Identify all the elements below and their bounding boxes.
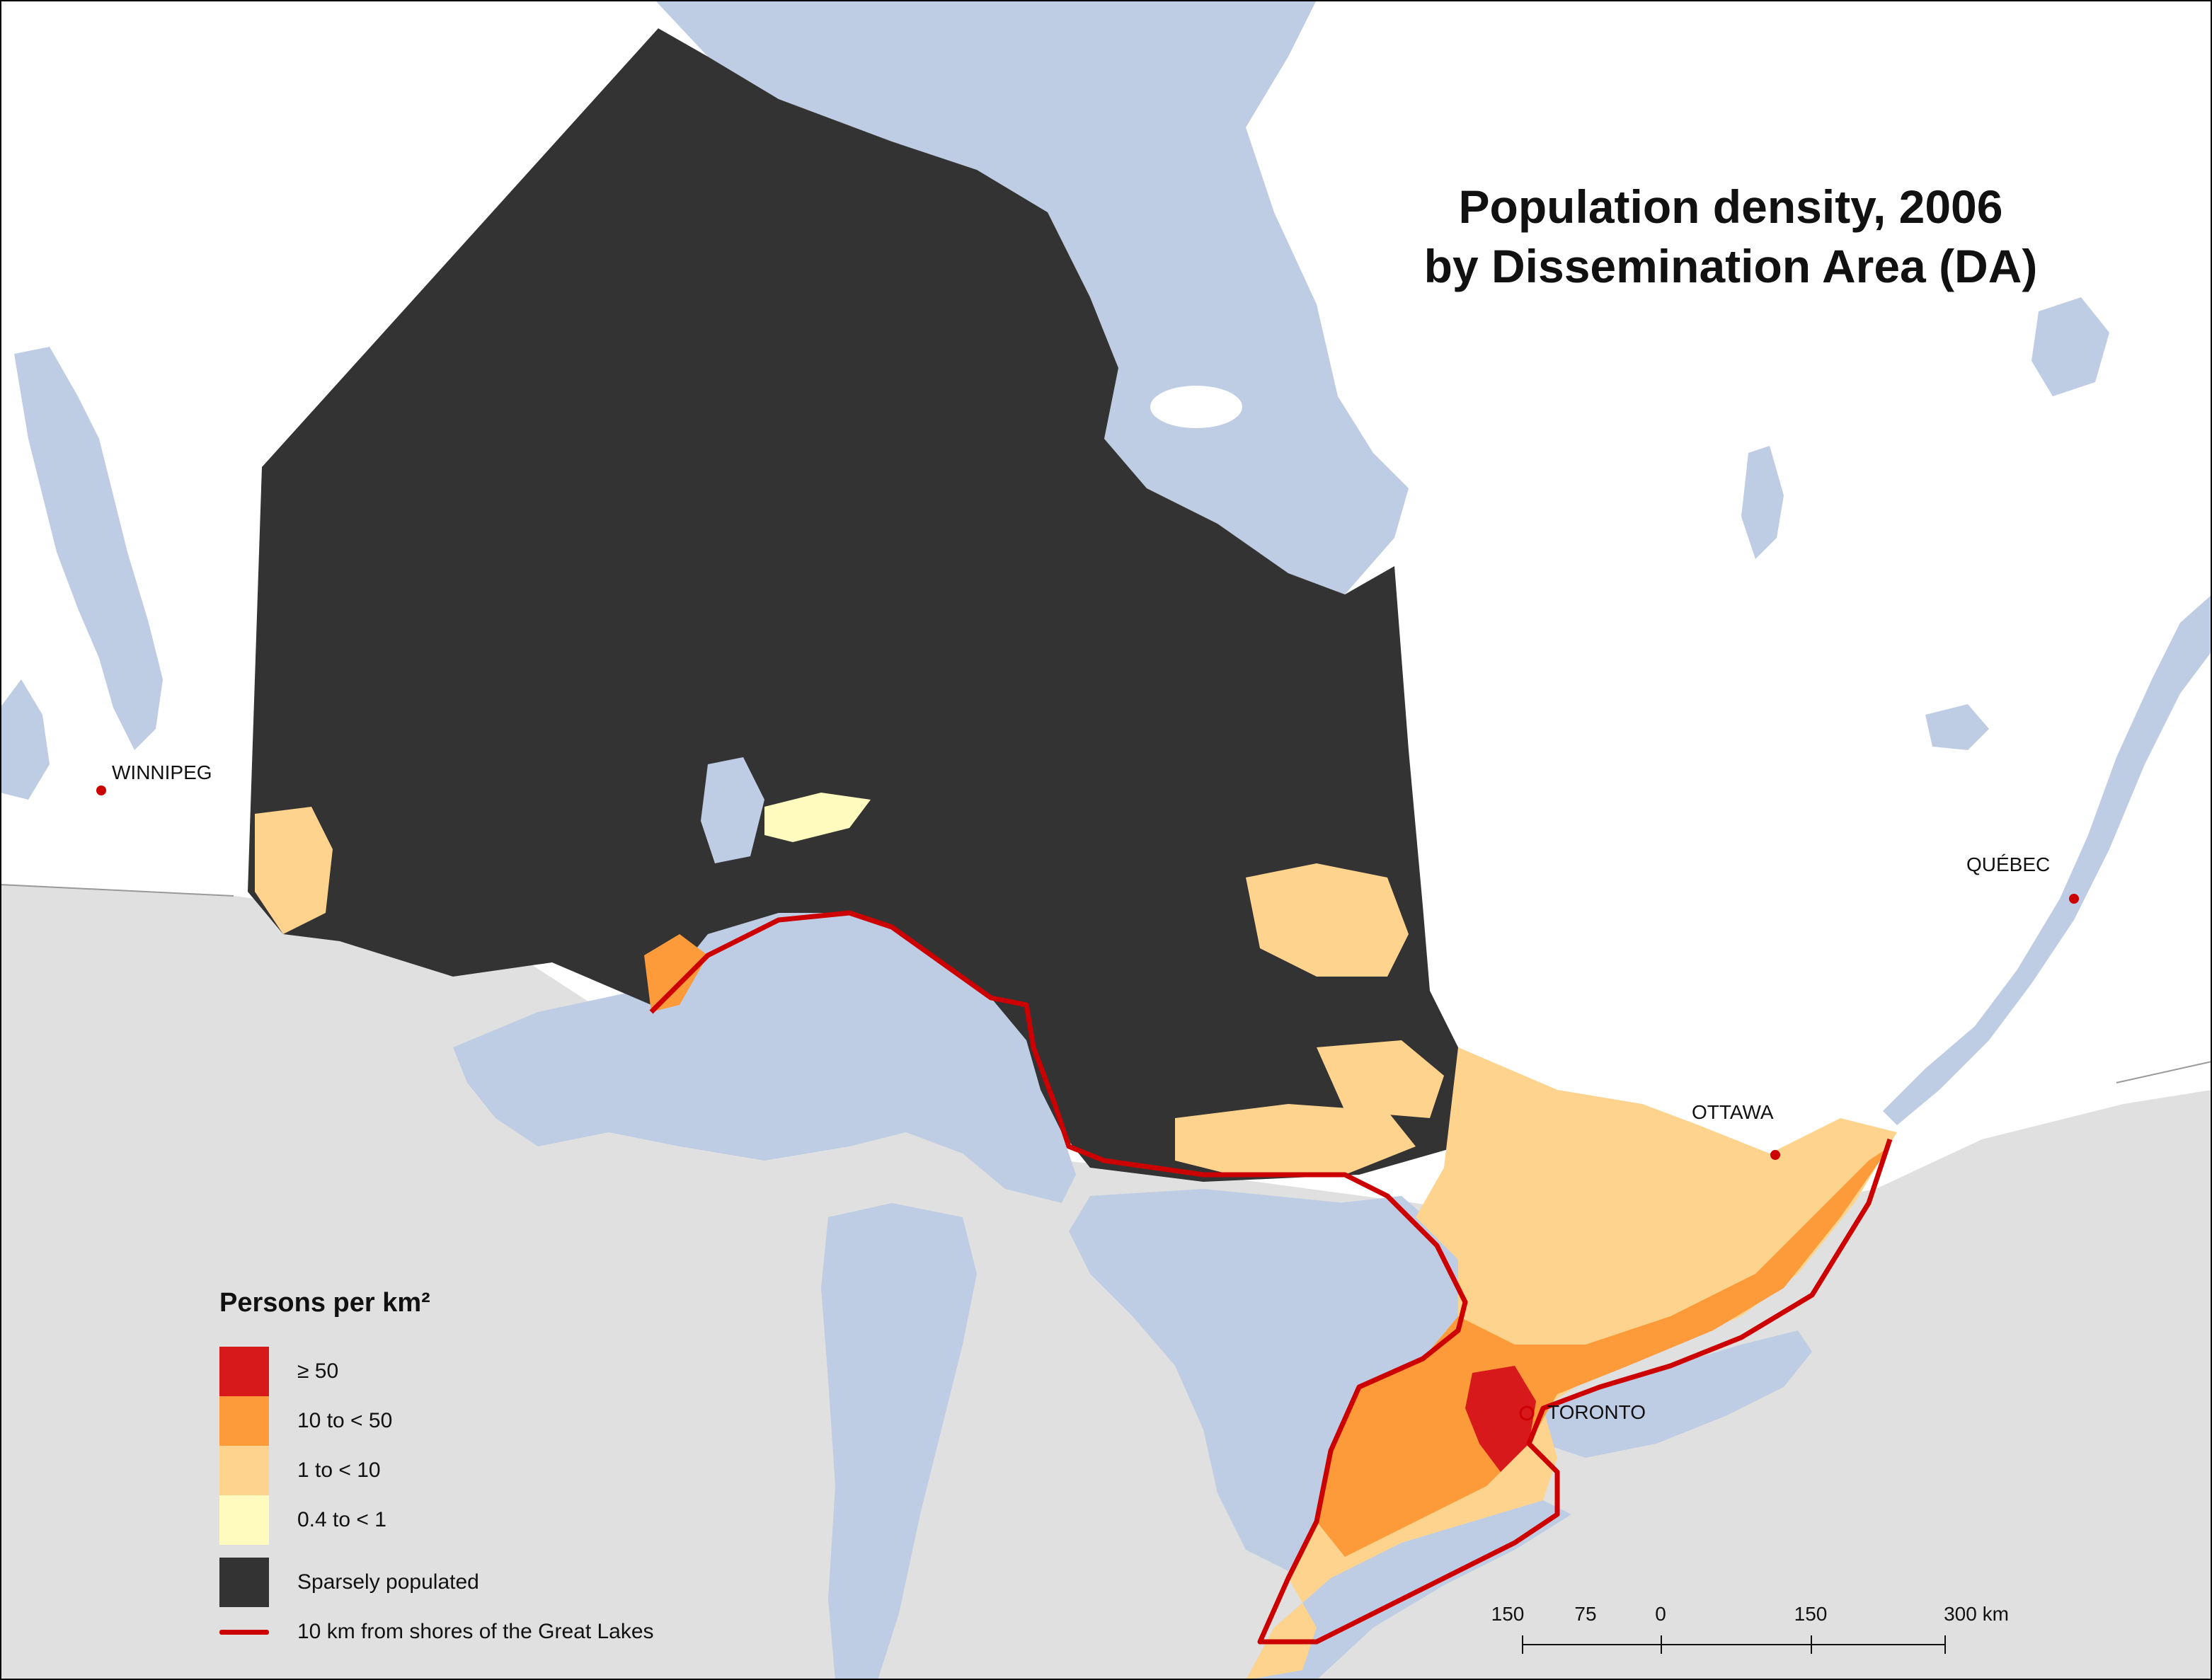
scale-tick xyxy=(1522,1635,1523,1654)
north-bay-area xyxy=(1317,1040,1444,1118)
legend-item-shore-line: 10 km from shores of the Great Lakes xyxy=(219,1607,757,1657)
legend-label: ≥ 50 xyxy=(297,1359,339,1383)
legend-item-sparse: Sparsely populated xyxy=(219,1558,757,1607)
legend-swatch xyxy=(219,1347,269,1396)
lake-michigan xyxy=(821,1203,977,1680)
lake-ontario xyxy=(1543,1330,1812,1458)
golden-horseshoe xyxy=(1465,1366,1536,1472)
lake-superior xyxy=(453,913,1076,1203)
scale-tick xyxy=(1944,1635,1946,1654)
sudbury-area xyxy=(1175,1104,1416,1175)
ontario-sparse-region xyxy=(248,28,1543,1182)
scale-label: 150 xyxy=(1491,1603,1525,1625)
lake-manitoba xyxy=(0,679,50,800)
provincial-border xyxy=(2116,1061,2212,1083)
legend-swatch xyxy=(219,1495,269,1545)
scale-bar-line xyxy=(1522,1644,1945,1645)
legend-item: 10 to < 50 xyxy=(219,1396,757,1446)
nipigon-lake xyxy=(701,757,764,863)
legend: Persons per km² ≥ 50 10 to < 50 1 to < 1… xyxy=(219,1288,757,1657)
scale-tick xyxy=(1811,1635,1812,1654)
city-label-ottawa: OTTAWA xyxy=(1692,1101,1774,1123)
shore-line-10km xyxy=(649,910,1893,1645)
scale-tick xyxy=(1661,1635,1662,1654)
legend-swatch xyxy=(219,1446,269,1495)
hudson-bay xyxy=(655,0,1409,594)
winnipeg-dot xyxy=(96,786,106,795)
scale-label: 0 xyxy=(1655,1603,1666,1625)
lake-mistassini xyxy=(1741,446,1784,559)
legend-line-swatch xyxy=(219,1607,269,1657)
southern-ontario-dense xyxy=(1317,1146,1890,1557)
northern-populated-2 xyxy=(764,793,871,842)
northern-populated-1 xyxy=(1246,863,1409,977)
lac-saint-jean xyxy=(1925,704,1989,750)
national-border xyxy=(0,884,234,897)
legend-title: Persons per km² xyxy=(219,1288,430,1318)
legend-label: 10 to < 50 xyxy=(297,1409,393,1432)
legend-item: 0.4 to < 1 xyxy=(219,1495,757,1545)
city-label-toronto: TORONTO xyxy=(1547,1401,1646,1423)
kenora-area xyxy=(255,807,333,934)
scale-label: 150 xyxy=(1794,1603,1828,1625)
toronto-dot xyxy=(1519,1405,1535,1421)
lake-huron xyxy=(1069,1189,1458,1571)
legend-swatch xyxy=(219,1396,269,1446)
legend-label: 10 km from shores of the Great Lakes xyxy=(297,1620,654,1643)
legend-item: 1 to < 10 xyxy=(219,1446,757,1495)
legend-item: ≥ 50 xyxy=(219,1347,757,1396)
quebec-reservoir xyxy=(2032,297,2109,396)
ottawa-dot xyxy=(1770,1150,1780,1160)
georgian-bay xyxy=(1338,1196,1486,1330)
thunder-bay-area xyxy=(644,934,708,1012)
title-line-2: by Dissemination Area (DA) xyxy=(1423,240,2038,292)
legend-swatch xyxy=(219,1558,269,1607)
legend-label: 1 to < 10 xyxy=(297,1459,381,1482)
map-title: Population density, 2006 by Disseminatio… xyxy=(1288,177,2173,296)
city-label-quebec: QUÉBEC xyxy=(1966,853,2051,875)
legend-label: 0.4 to < 1 xyxy=(297,1508,386,1531)
scale-label: 300 km xyxy=(1944,1603,2009,1625)
city-label-winnipeg: WINNIPEG xyxy=(112,761,212,783)
legend-label: Sparsely populated xyxy=(297,1570,479,1594)
scale-label: 75 xyxy=(1574,1603,1597,1625)
akimiski-island xyxy=(1150,386,1242,428)
lake-winnipeg xyxy=(14,347,163,750)
scale-bar: 150 75 0 150 300 km xyxy=(1472,1603,2010,1667)
title-line-1: Population density, 2006 xyxy=(1458,180,2003,233)
quebec-dot xyxy=(2069,894,2079,904)
saint-lawrence xyxy=(1883,594,2212,1125)
